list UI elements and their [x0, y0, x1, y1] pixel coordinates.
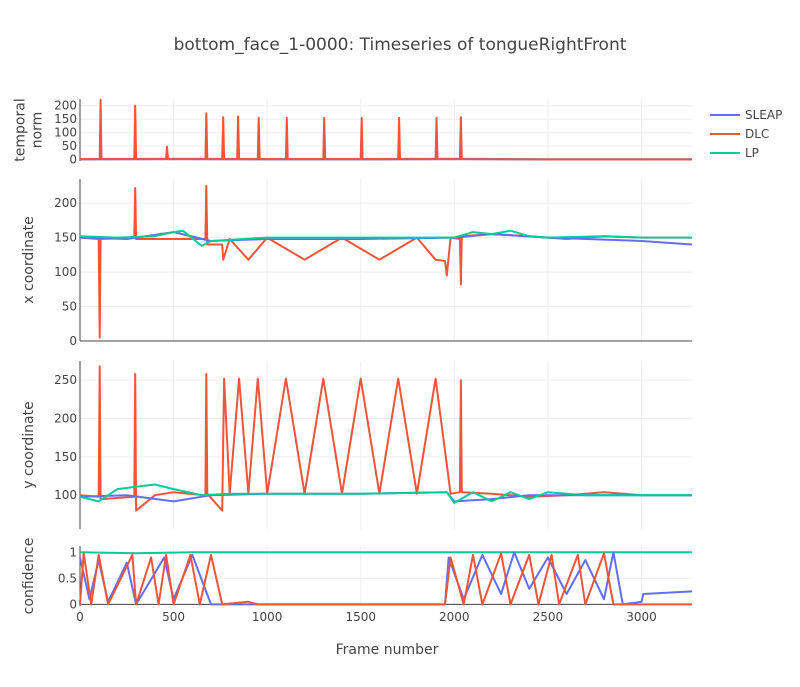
y-tick-label: 200 — [54, 196, 77, 210]
y-tick-label: 150 — [54, 231, 77, 245]
x-tick-label: 500 — [162, 610, 185, 624]
legend-item-sleap[interactable]: SLEAP — [710, 108, 782, 122]
x-axis: 0 500 1000 1500 2000 2500 3000 — [76, 610, 657, 624]
y-tick-label: 250 — [54, 373, 77, 387]
series-line-dlc — [79, 365, 692, 512]
y-axis-title: norm — [30, 112, 46, 149]
x-tick-label: 2000 — [439, 610, 470, 624]
series-line-dlc — [80, 98, 692, 161]
panel-x: 0 50 100 150 200 x coordinate — [21, 179, 693, 348]
panel-y: 100 150 200 250 y coordinate — [21, 361, 692, 529]
legend-label: SLEAP — [745, 108, 782, 122]
series-line-sleap — [79, 551, 693, 606]
y-axis-title: confidence — [21, 538, 37, 615]
legend-label: LP — [745, 146, 759, 160]
x-tick-label: 2500 — [533, 610, 564, 624]
legend-item-lp[interactable]: LP — [710, 146, 759, 160]
series-line-dlc — [79, 552, 692, 606]
series-line-lp — [79, 229, 692, 247]
y-axis-title: x coordinate — [21, 216, 37, 303]
y-tick-label: 150 — [54, 450, 77, 464]
y-tick-label: 50 — [62, 139, 77, 153]
panel-confidence: 0 0.5 1 confidence — [21, 538, 693, 615]
series-line-dlc — [79, 184, 692, 339]
y-tick-label: 100 — [54, 488, 77, 502]
y-tick-label: 150 — [54, 112, 77, 126]
chart-title: bottom_face_1-0000: Timeseries of tongue… — [174, 35, 627, 55]
y-axis-title: y coordinate — [21, 401, 37, 488]
series-line-sleap — [79, 231, 693, 246]
legend-label: DLC — [745, 127, 769, 141]
x-tick-label: 1000 — [252, 610, 283, 624]
y-tick-label: 100 — [54, 265, 77, 279]
y-tick-label: 0.5 — [58, 571, 77, 585]
x-axis-title: Frame number — [336, 642, 439, 658]
y-tick-label: 0 — [69, 597, 77, 611]
y-tick-label: 200 — [54, 412, 77, 426]
legend[interactable]: SLEAP DLC LP — [710, 108, 782, 160]
x-tick-label: 0 — [76, 610, 84, 624]
legend-item-dlc[interactable]: DLC — [710, 127, 769, 141]
x-tick-label: 1500 — [345, 610, 376, 624]
y-tick-label: 0 — [69, 153, 77, 167]
x-tick-label: 3000 — [626, 610, 657, 624]
y-tick-label: 50 — [62, 300, 77, 314]
y-tick-label: 0 — [69, 334, 77, 348]
y-tick-label: 1 — [69, 545, 77, 559]
y-tick-label: 200 — [54, 99, 77, 113]
y-tick-label: 100 — [54, 126, 77, 140]
series-line-lp — [79, 551, 692, 555]
series-line-lp — [79, 483, 692, 504]
y-axis-title: temporal — [13, 98, 29, 161]
